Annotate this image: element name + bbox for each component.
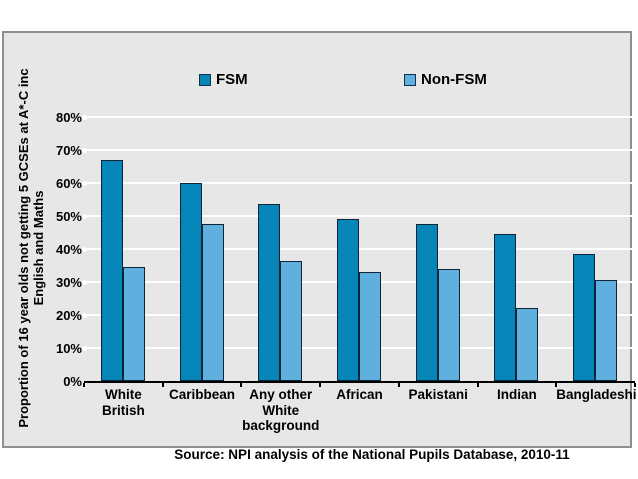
y-tick-label-20: 20% [55, 308, 82, 323]
gridline-60 [82, 180, 637, 186]
bar-fsm-pakistani [415, 224, 438, 381]
bar-fsm-any-other-white-background [258, 204, 281, 381]
y-tick-label-30: 30% [55, 275, 82, 290]
legend-label-fsm: FSM [216, 71, 248, 88]
category-label-any-other-white-background: Any other White background [242, 387, 320, 433]
x-axis-tick [555, 383, 558, 387]
fsm-legend-swatch-icon [199, 73, 211, 86]
y-tick-label-70: 70% [55, 143, 82, 158]
bar-non-fsm-caribbean [201, 224, 224, 381]
gridline-70 [82, 147, 637, 153]
bar-non-fsm-pakistani [437, 268, 460, 381]
x-axis-tick [161, 383, 164, 387]
category-label-caribbean: Caribbean [169, 387, 236, 402]
chart-panel: FSM Non-FSM Proportion of 16 year olds n… [2, 31, 637, 462]
source-note: Source: NPI analysis of the National Pup… [174, 447, 570, 462]
category-label-indian: Indian [497, 387, 537, 402]
bar-non-fsm-bangladeshi [595, 280, 618, 381]
plot-area [82, 99, 637, 383]
bar-fsm-indian [494, 234, 517, 381]
bar-fsm-african [337, 219, 359, 381]
gridline-50 [82, 213, 637, 219]
category-label-bangladeshi: Bangladeshi [556, 387, 637, 402]
legend-label-non-fsm: Non-FSM [421, 71, 487, 88]
category-label-african: African [336, 387, 383, 402]
bar-fsm-white-british [100, 159, 123, 381]
y-tick-label-50: 50% [55, 209, 82, 224]
x-axis-tick [83, 383, 85, 387]
category-label-pakistani: Pakistani [408, 387, 468, 402]
x-axis-tick [397, 383, 400, 387]
gridline-40 [82, 246, 637, 252]
y-tick-label-80: 80% [55, 110, 82, 125]
y-tick-label-0: 0% [63, 374, 82, 389]
bar-non-fsm-indian [516, 308, 539, 381]
y-axis-title-line1: Proportion of 16 year olds not getting 5… [16, 68, 31, 428]
x-axis-tick [240, 383, 243, 387]
category-label-white-british: White British [101, 387, 145, 418]
bar-fsm-caribbean [179, 183, 202, 381]
x-axis-tick [634, 383, 636, 387]
bar-non-fsm-white-british [122, 267, 145, 381]
bar-fsm-bangladeshi [573, 253, 596, 381]
x-axis-tick [319, 383, 322, 387]
y-tick-label-40: 40% [55, 242, 82, 257]
x-axis-tick [476, 383, 479, 387]
non-fsm-legend-swatch-icon [404, 73, 416, 86]
gridline-80 [82, 114, 637, 120]
bar-non-fsm-african [359, 272, 381, 381]
y-tick-label-60: 60% [55, 176, 82, 191]
legend-item-non-fsm: Non-FSM [404, 71, 487, 88]
legend-item-fsm: FSM [199, 71, 248, 88]
bar-non-fsm-any-other-white-background [280, 260, 303, 381]
y-tick-label-10: 10% [55, 341, 82, 356]
